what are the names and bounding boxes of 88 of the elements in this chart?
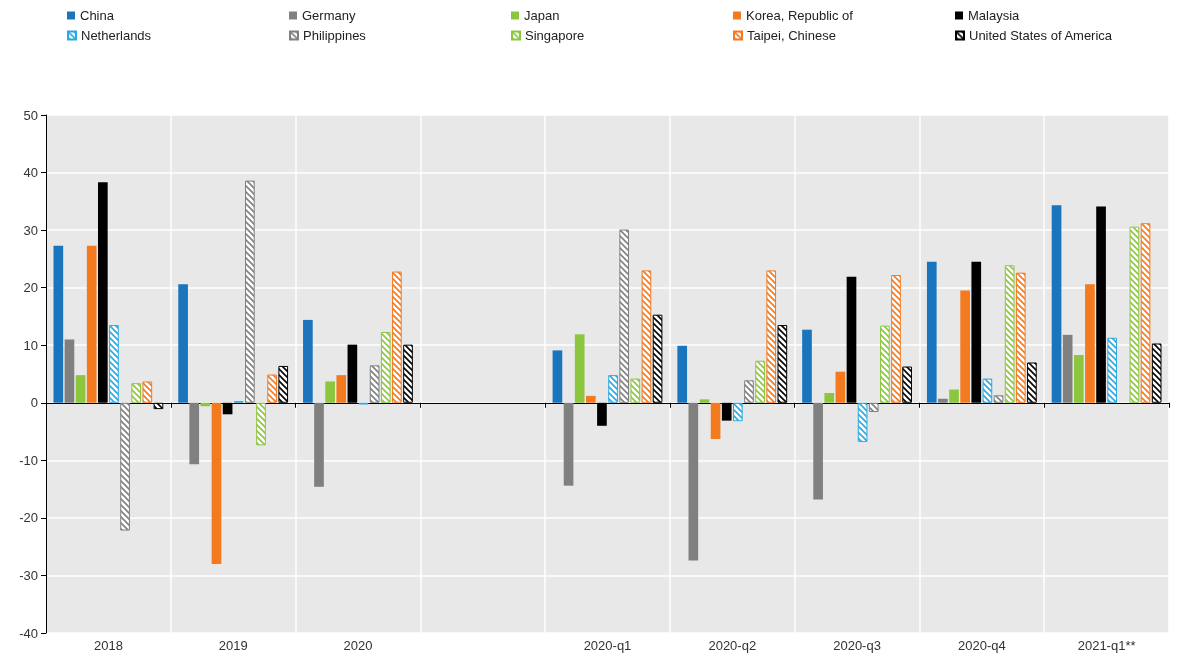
bar [585,395,596,403]
bar [142,381,153,403]
y-tick-label: -40 [19,625,38,641]
y-tick-label: 0 [30,395,38,411]
bar [131,383,142,403]
bar [755,360,765,403]
legend-label: Netherlands [81,28,152,43]
x-tick-label: 2020-q1 [583,638,632,653]
bar [857,402,868,442]
bar [1073,355,1084,403]
x-tick-label: 2018 [93,638,123,653]
bar [677,345,688,403]
bar [982,378,993,403]
bar [574,334,585,403]
bar [949,389,959,403]
bar [1107,337,1118,403]
bar [267,374,277,403]
bar [178,284,188,403]
bar [835,371,846,403]
bar [1085,284,1095,403]
bar [824,392,835,403]
legend-label: China [80,8,115,23]
x-tick-label: 2019 [218,638,248,653]
bar [926,261,937,403]
bar [314,402,324,487]
bar [630,378,641,403]
bar [619,229,630,403]
bar [744,380,754,403]
bar [256,402,266,446]
bar [245,180,255,403]
bar [552,350,563,403]
y-tick-label: 40 [23,165,38,181]
bar [733,402,743,422]
bar [563,402,574,486]
bar [392,271,402,403]
bar [880,325,890,403]
x-tick-label: 2020-q3 [833,638,881,653]
bar [86,245,97,403]
legend-label: Japan [524,8,560,23]
bar [1015,272,1026,403]
legend-label: Korea, Republic of [746,8,854,23]
bar [336,375,347,403]
legend-label: Taipei, Chinese [747,28,836,43]
bar [1051,205,1062,403]
bar [1062,334,1073,403]
bar [688,402,699,561]
bar [369,365,380,403]
bar [608,375,618,403]
x-tick-label: 2020-q2 [708,638,757,653]
bar [303,319,313,403]
legend-label: United States of America [969,28,1113,43]
legend-label: Singapore [525,28,585,43]
bar [1004,265,1015,403]
x-tick-label: 2020 [343,638,373,653]
y-tick-label: -10 [19,452,38,468]
bar [938,398,948,403]
bar [75,375,86,403]
bar [699,399,710,403]
bar [868,402,879,412]
bar [1129,226,1140,403]
x-tick-label: 2020-q4 [957,638,1006,653]
bar [211,402,222,564]
bar [189,402,200,465]
bar [710,402,721,440]
bar [1140,223,1151,403]
bar [802,329,812,403]
bar [380,331,391,403]
bar [53,245,64,403]
y-tick-label: 10 [23,337,38,353]
legend-label: Germany [302,8,356,23]
y-tick-label: -20 [19,510,38,526]
bar [64,339,75,403]
legend-label: Malaysia [968,8,1021,23]
y-tick-label: 20 [23,280,38,296]
bar [891,275,901,403]
y-tick-label: -30 [19,567,38,583]
bar [641,270,652,403]
y-tick-label: 30 [23,222,38,238]
y-tick-label: 50 [23,107,38,123]
bar [993,395,1004,403]
bar [813,402,823,500]
bar [325,381,335,403]
legend-label: Philippines [303,28,367,43]
bar [120,402,130,531]
x-tick-label: 2021-q1** [1077,638,1136,653]
bar [960,290,970,403]
bar [109,325,119,403]
bar [766,270,777,403]
